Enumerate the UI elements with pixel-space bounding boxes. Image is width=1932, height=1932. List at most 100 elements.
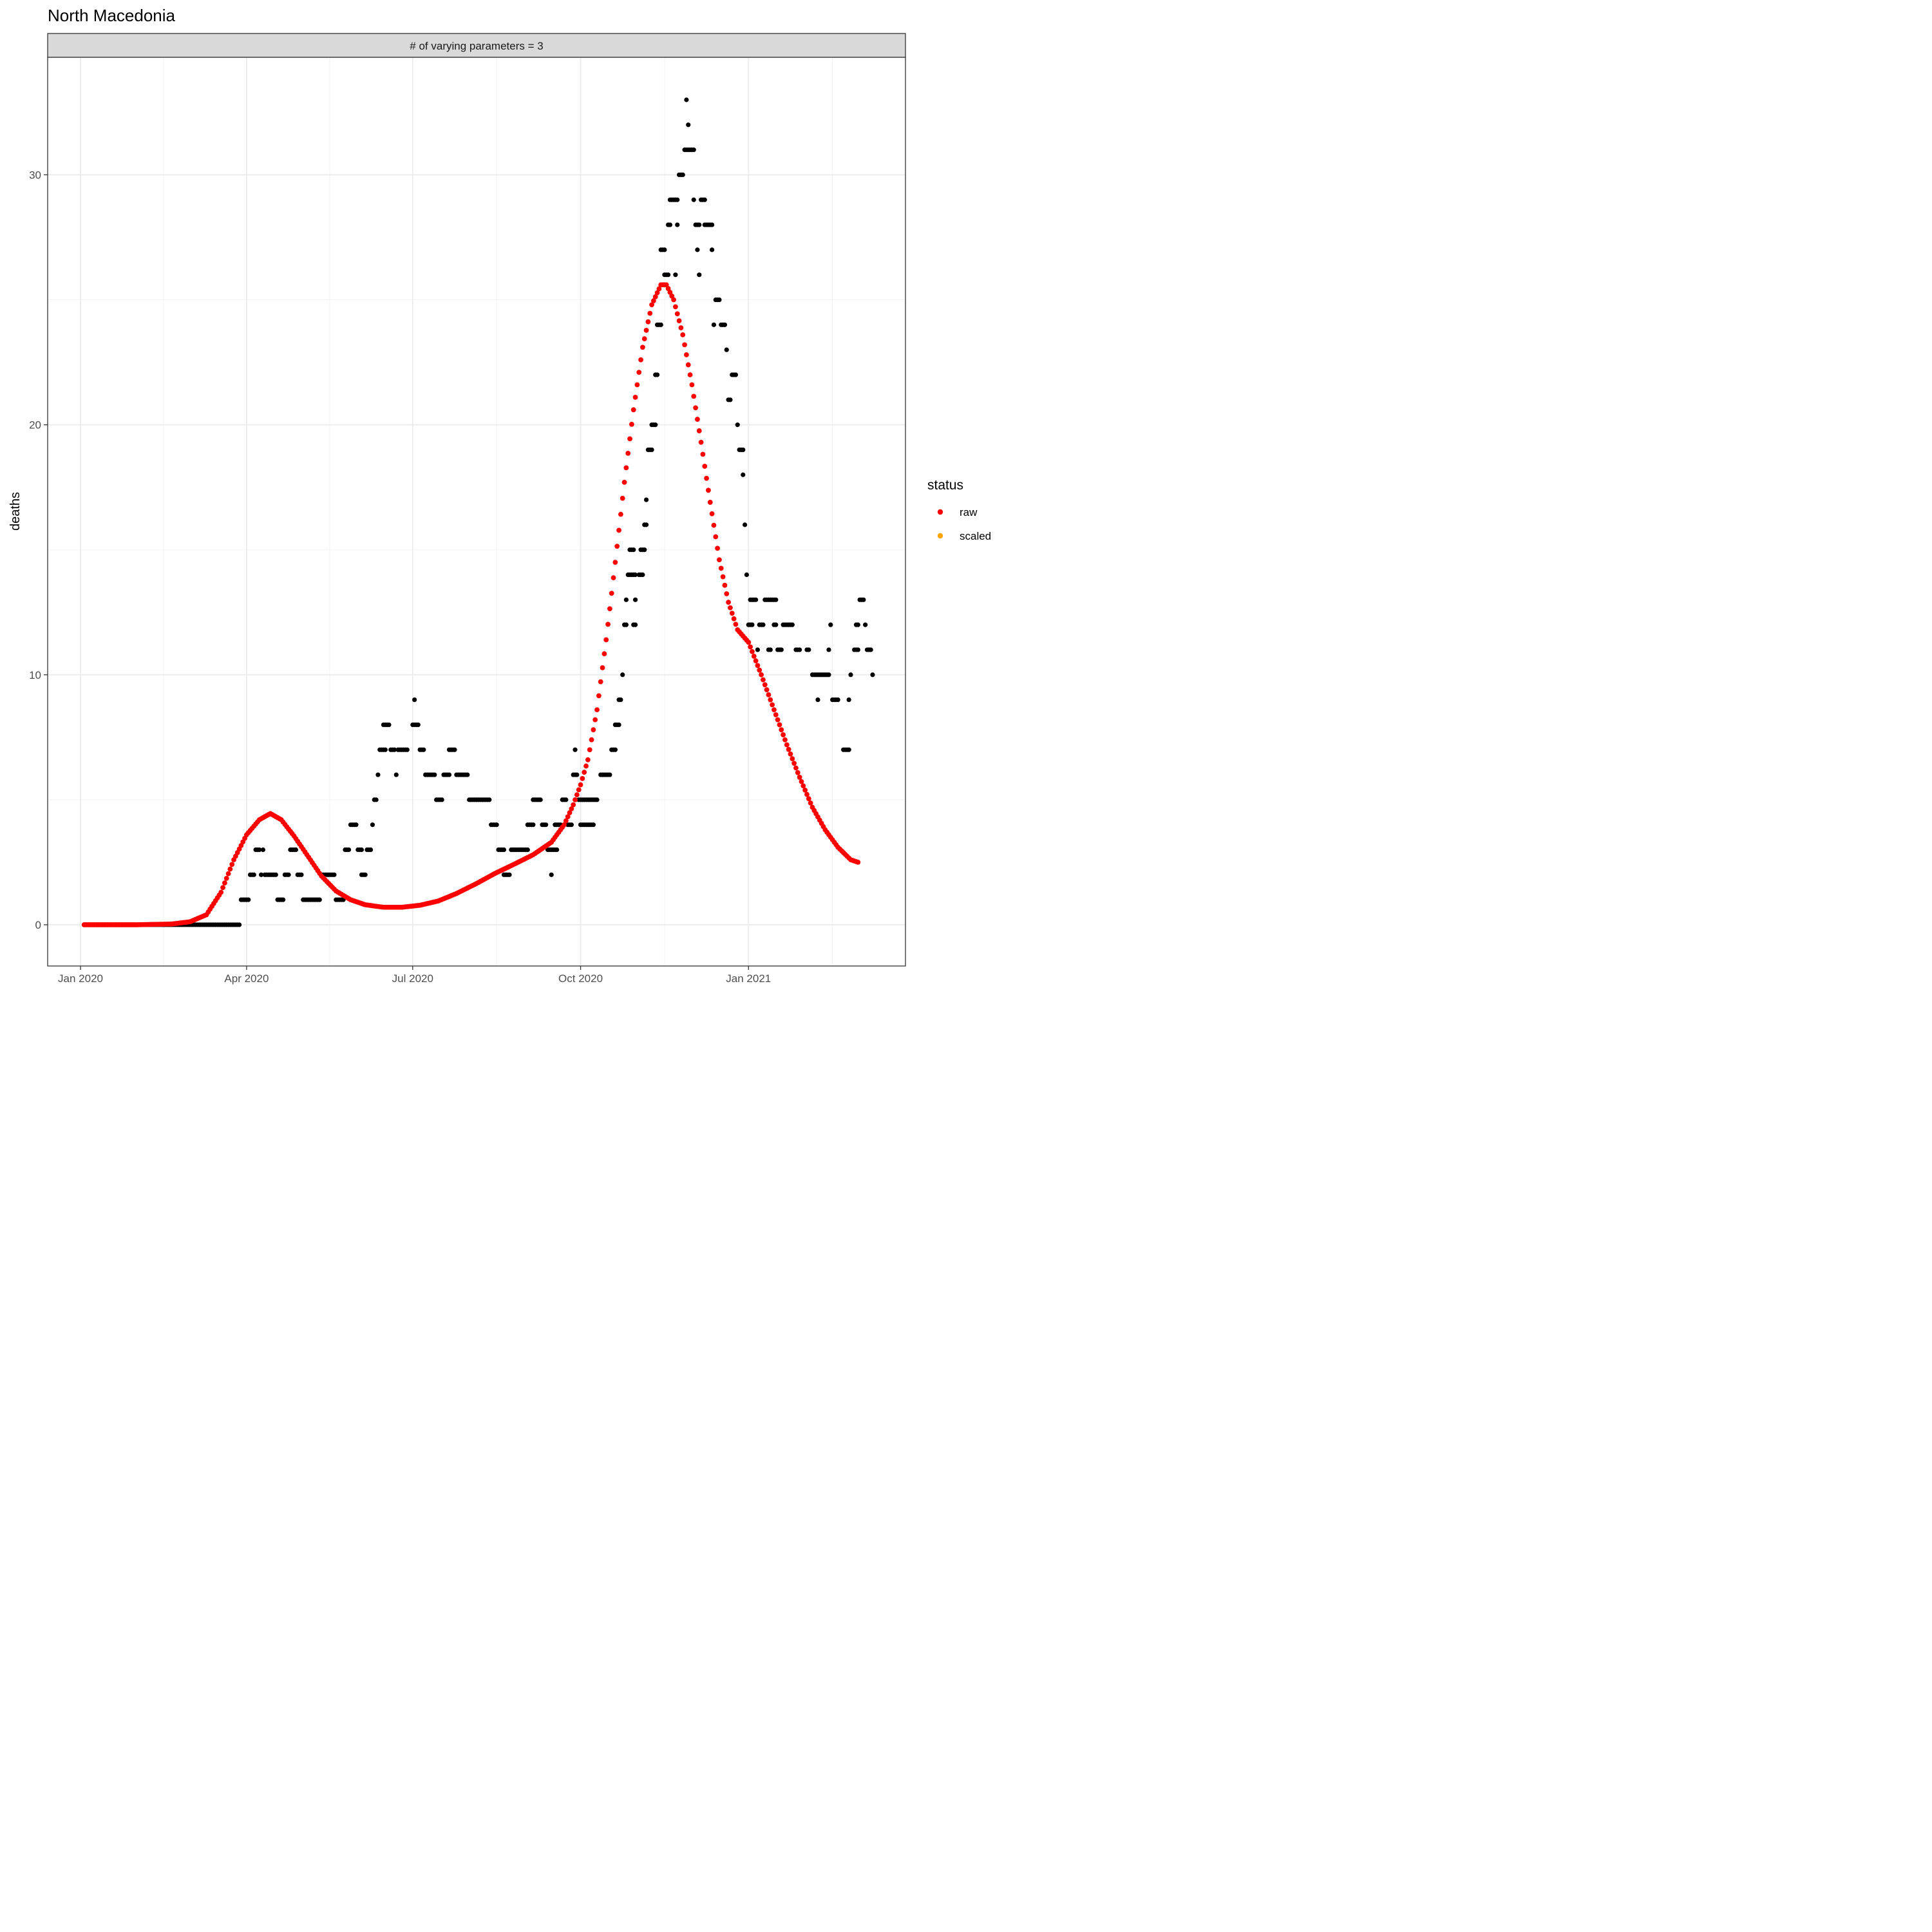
- observed-point: [806, 647, 811, 652]
- observed-point: [363, 872, 368, 877]
- series-point-raw: [614, 544, 620, 549]
- series-point-raw: [656, 286, 662, 292]
- series-point-raw: [611, 575, 616, 581]
- series-point-raw: [562, 822, 567, 828]
- series-point-raw: [654, 290, 660, 296]
- y-tick-label: 10: [29, 669, 41, 681]
- series-point-raw: [685, 362, 691, 368]
- series-point-raw: [223, 875, 229, 881]
- observed-point: [392, 747, 397, 752]
- observed-point: [870, 672, 875, 677]
- observed-point: [773, 597, 779, 602]
- observed-point: [797, 647, 802, 652]
- series-point-raw: [682, 342, 687, 348]
- observed-point: [855, 622, 860, 627]
- observed-point: [790, 622, 795, 627]
- series-point-raw: [594, 707, 600, 713]
- series-point-raw: [689, 382, 695, 388]
- observed-point: [653, 422, 658, 428]
- series-point-raw: [687, 372, 693, 377]
- series-point-raw: [702, 464, 708, 469]
- observed-point: [680, 172, 685, 178]
- series-point-raw: [766, 692, 772, 697]
- series-point-raw: [733, 621, 739, 627]
- observed-point: [773, 622, 779, 627]
- observed-point: [280, 897, 286, 902]
- series-point-raw: [855, 860, 861, 865]
- observed-point: [686, 122, 691, 128]
- series-point-raw: [764, 687, 770, 692]
- observed-point: [375, 772, 381, 777]
- observed-point: [421, 747, 426, 752]
- legend-label-scaled: scaled: [960, 530, 991, 542]
- observed-point: [359, 847, 365, 853]
- series-point-raw: [663, 282, 669, 288]
- series-point-raw: [698, 439, 704, 445]
- chart-title: North Macedonia: [48, 6, 176, 25]
- observed-point: [649, 447, 654, 453]
- series-point-raw: [625, 450, 631, 456]
- observed-point: [507, 872, 512, 877]
- series-point-raw: [761, 677, 766, 683]
- series-point-raw: [667, 289, 673, 295]
- series-point-raw: [804, 791, 810, 797]
- x-tick-label: Jan 2021: [726, 972, 771, 985]
- y-axis-title: deaths: [8, 492, 23, 531]
- series-point-raw: [790, 756, 795, 761]
- observed-point: [446, 772, 452, 777]
- series-point-raw: [777, 722, 782, 728]
- observed-point: [594, 797, 600, 802]
- y-tick-label: 30: [29, 169, 41, 181]
- observed-point: [612, 747, 618, 752]
- observed-point: [383, 747, 388, 752]
- series-point-raw: [665, 286, 671, 291]
- series-point-raw: [618, 511, 623, 517]
- observed-point: [439, 797, 444, 802]
- series-point-raw: [598, 679, 603, 685]
- series-point-raw: [768, 697, 773, 703]
- model-series: [81, 282, 861, 927]
- series-point-raw: [779, 727, 784, 733]
- observed-point: [741, 472, 746, 477]
- series-point-raw: [680, 332, 686, 337]
- observed-point: [554, 847, 560, 853]
- series-point-raw: [630, 407, 636, 413]
- plot-panel: [48, 57, 905, 966]
- observed-point: [675, 222, 680, 227]
- observed-point: [273, 872, 278, 877]
- observed-point: [538, 797, 543, 802]
- observed-point: [623, 597, 629, 602]
- observed-point: [631, 547, 636, 553]
- observed-point: [573, 747, 578, 752]
- observed-point: [404, 747, 410, 752]
- series-point-raw: [678, 325, 684, 330]
- series-point-raw: [592, 717, 598, 723]
- series-point-raw: [726, 600, 731, 605]
- observed-point: [753, 597, 759, 602]
- observed-point: [828, 622, 833, 627]
- observed-point: [299, 872, 304, 877]
- observed-point: [531, 822, 536, 828]
- series-point-raw: [700, 451, 706, 457]
- series-point-raw: [748, 644, 753, 650]
- series-point-raw: [781, 732, 786, 737]
- series-point-raw: [601, 651, 607, 657]
- series-point-raw: [800, 783, 806, 789]
- observed-point: [717, 297, 722, 303]
- observed-point: [487, 797, 492, 802]
- observed-point: [251, 872, 256, 877]
- facet-label: # of varying parameters = 3: [410, 40, 543, 52]
- observed-point: [525, 847, 530, 853]
- y-tick-label: 20: [29, 419, 41, 431]
- series-point-raw: [720, 574, 726, 580]
- series-point-raw: [795, 770, 800, 775]
- series-point-raw: [605, 621, 611, 627]
- series-point-raw: [671, 297, 676, 303]
- facet-strip: [47, 33, 906, 58]
- series-point-raw: [674, 311, 680, 317]
- series-point-raw: [724, 591, 730, 596]
- series-point-raw: [793, 765, 799, 771]
- observed-point: [835, 697, 840, 703]
- observed-point: [236, 922, 242, 927]
- legend-key-raw: [937, 509, 943, 515]
